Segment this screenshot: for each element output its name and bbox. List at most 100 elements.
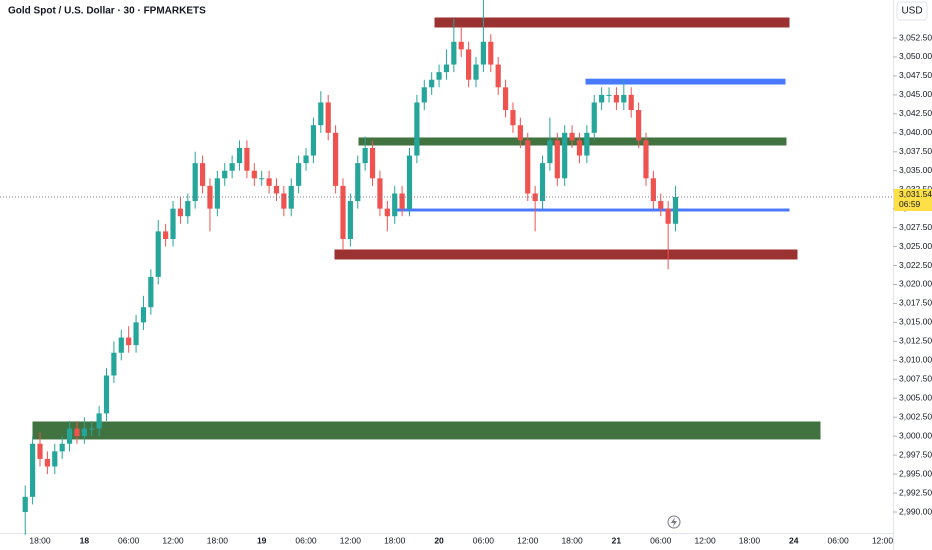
candle-body xyxy=(199,163,206,186)
candle-body xyxy=(532,193,538,202)
candle-body xyxy=(591,102,597,133)
x-tick-label: 06:00 xyxy=(473,535,495,545)
candle-body xyxy=(273,185,280,194)
candle-body xyxy=(214,178,220,209)
x-tick-label: 18:00 xyxy=(384,535,406,545)
y-tick-label: 3,037.50 xyxy=(899,146,932,156)
candle-body xyxy=(458,41,464,50)
candle-body xyxy=(436,72,442,80)
candle-body xyxy=(170,208,176,239)
candle-body xyxy=(118,337,124,353)
y-tick-label: 3,002.50 xyxy=(899,411,932,421)
candle-body xyxy=(133,322,139,346)
x-tick-label: 18:00 xyxy=(561,535,583,545)
candle-body xyxy=(222,170,228,179)
candle-body xyxy=(185,201,191,217)
candle-body xyxy=(266,178,272,186)
candle-body xyxy=(59,443,65,452)
candle-body xyxy=(466,49,472,80)
candle-body xyxy=(207,185,213,209)
candle-body xyxy=(236,147,243,164)
candle-body xyxy=(44,458,50,467)
candle-body xyxy=(251,170,257,179)
x-tick-label: 21 xyxy=(612,535,622,545)
candle-body xyxy=(628,94,634,111)
candle-body xyxy=(510,110,516,126)
candle-body xyxy=(325,102,331,133)
y-tick-label: 2,990.00 xyxy=(899,506,932,516)
candle-body xyxy=(369,147,376,179)
y-tick-label: 2,992.50 xyxy=(899,487,932,497)
x-tick-label: 18 xyxy=(80,535,90,545)
candle-body xyxy=(495,64,501,88)
candle-body xyxy=(148,276,154,308)
candle-body xyxy=(340,185,346,239)
x-tick-label: 12:00 xyxy=(162,535,184,545)
x-tick-label: 06:00 xyxy=(827,535,849,545)
candle-body xyxy=(163,231,169,239)
candle-body xyxy=(480,41,486,65)
candle-body xyxy=(451,41,457,65)
candle-body xyxy=(37,443,43,459)
candle-body xyxy=(650,178,656,202)
zone xyxy=(433,16,791,29)
y-tick-label: 3,035.00 xyxy=(899,165,932,175)
y-tick-label: 3,017.50 xyxy=(899,298,932,308)
candle-body xyxy=(613,94,620,103)
candle-body xyxy=(281,193,287,209)
x-tick-label: 19 xyxy=(257,535,267,545)
candle-body xyxy=(606,94,612,96)
currency-button[interactable] xyxy=(896,1,928,21)
candle-body xyxy=(665,208,671,224)
candle-body xyxy=(177,208,184,217)
zone xyxy=(333,248,799,261)
candle-body xyxy=(89,428,95,430)
candle-body xyxy=(658,201,664,209)
candle-body xyxy=(244,147,250,171)
y-tick-label: 3,027.50 xyxy=(899,222,932,232)
replay-icon[interactable] xyxy=(667,515,681,529)
candle-body xyxy=(576,140,583,156)
currency-label: USD xyxy=(901,6,922,17)
candle-body xyxy=(421,87,427,103)
x-tick-label: 06:00 xyxy=(295,535,317,545)
y-tick-label: 3,000.00 xyxy=(899,430,932,440)
candle-body xyxy=(66,428,73,444)
y-tick-label: 3,050.00 xyxy=(899,51,932,61)
y-tick-label: 3,047.50 xyxy=(899,70,932,80)
y-tick-label: 3,040.00 xyxy=(899,127,932,137)
candle-body xyxy=(621,94,627,103)
candle-body xyxy=(643,140,649,179)
candle-body xyxy=(525,140,531,194)
candle-body xyxy=(81,428,87,437)
y-tick-label: 3,010.00 xyxy=(899,355,932,365)
x-tick-label: 20 xyxy=(434,535,444,545)
x-tick-label: 06:00 xyxy=(118,535,140,545)
candle-body xyxy=(362,147,368,164)
x-tick-label: 18:00 xyxy=(29,535,51,545)
x-tick-label: 06:00 xyxy=(650,535,672,545)
countdown-label: 06:59 xyxy=(899,199,921,209)
zone xyxy=(395,207,791,213)
lightning-icon xyxy=(671,517,677,527)
candle-body xyxy=(562,132,568,179)
candle-body xyxy=(318,102,324,126)
x-tick-label: 12:00 xyxy=(340,535,362,545)
candle-body xyxy=(502,87,509,111)
zone xyxy=(31,420,822,441)
candle-body xyxy=(303,155,309,164)
x-tick-label: 12:00 xyxy=(694,535,716,545)
candle-body xyxy=(473,64,479,80)
candle-body xyxy=(155,231,161,277)
candle-body xyxy=(347,201,353,239)
y-tick-label: 3,015.00 xyxy=(899,317,932,327)
y-tick-label: 2,995.00 xyxy=(899,468,932,478)
candle-body xyxy=(96,413,102,429)
candle-body xyxy=(30,443,36,497)
y-tick-label: 3,025.00 xyxy=(899,241,932,251)
y-tick-label: 3,005.00 xyxy=(899,392,932,402)
candle-body xyxy=(377,178,383,209)
candle-body xyxy=(584,132,590,156)
candle-body xyxy=(569,132,575,141)
